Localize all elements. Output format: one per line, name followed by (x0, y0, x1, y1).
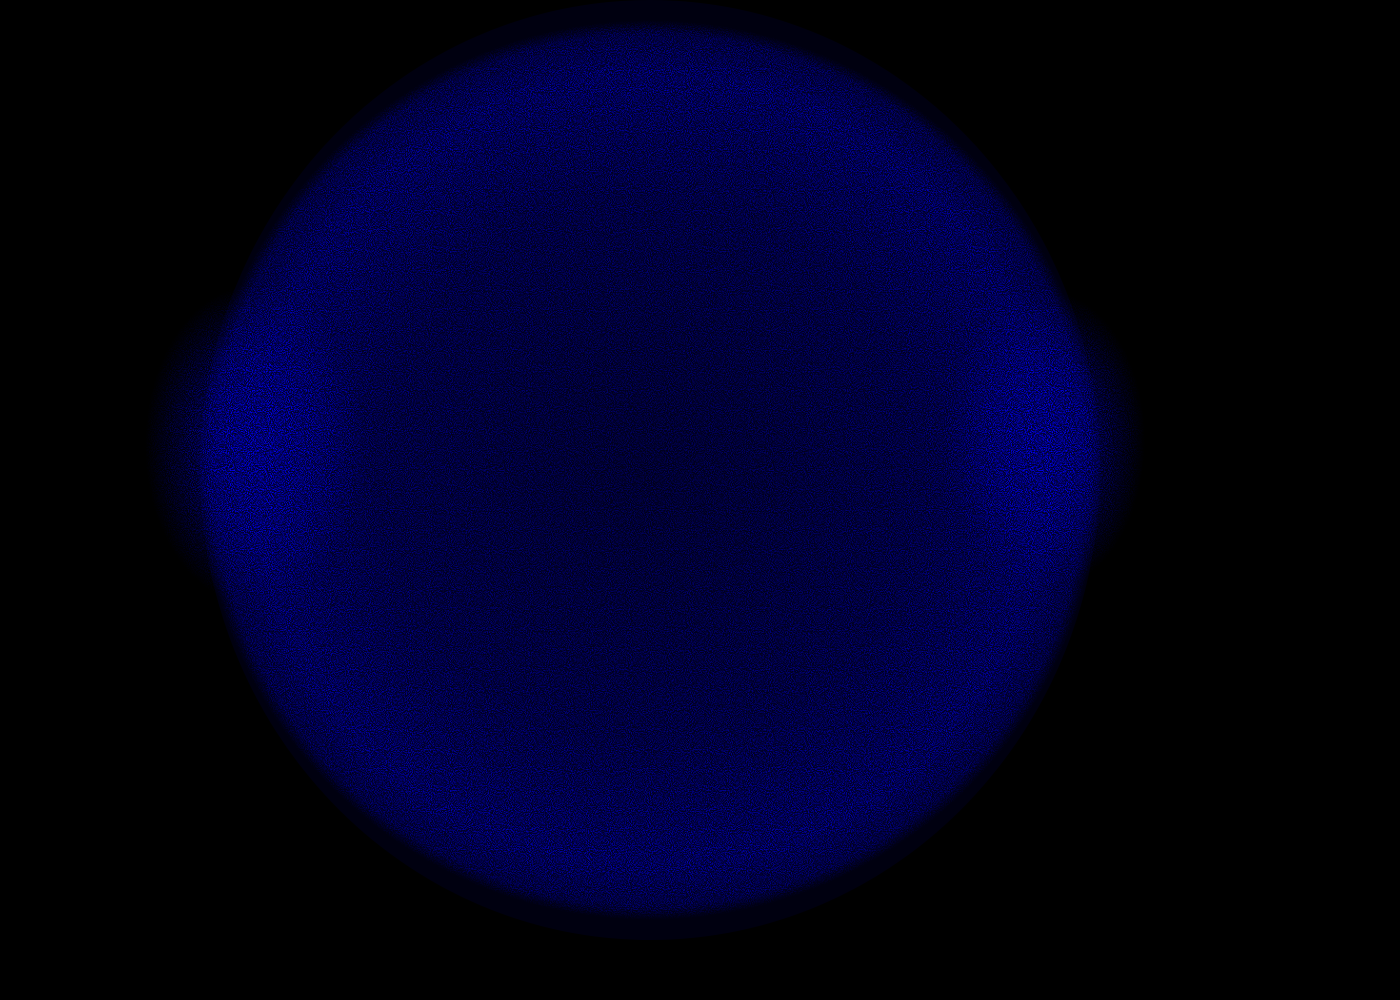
page (0, 0, 1400, 1000)
particle-sphere (0, 0, 1400, 1000)
scene (0, 0, 1400, 1000)
particles (0, 0, 1400, 1000)
particle-haze (0, 0, 1400, 1000)
